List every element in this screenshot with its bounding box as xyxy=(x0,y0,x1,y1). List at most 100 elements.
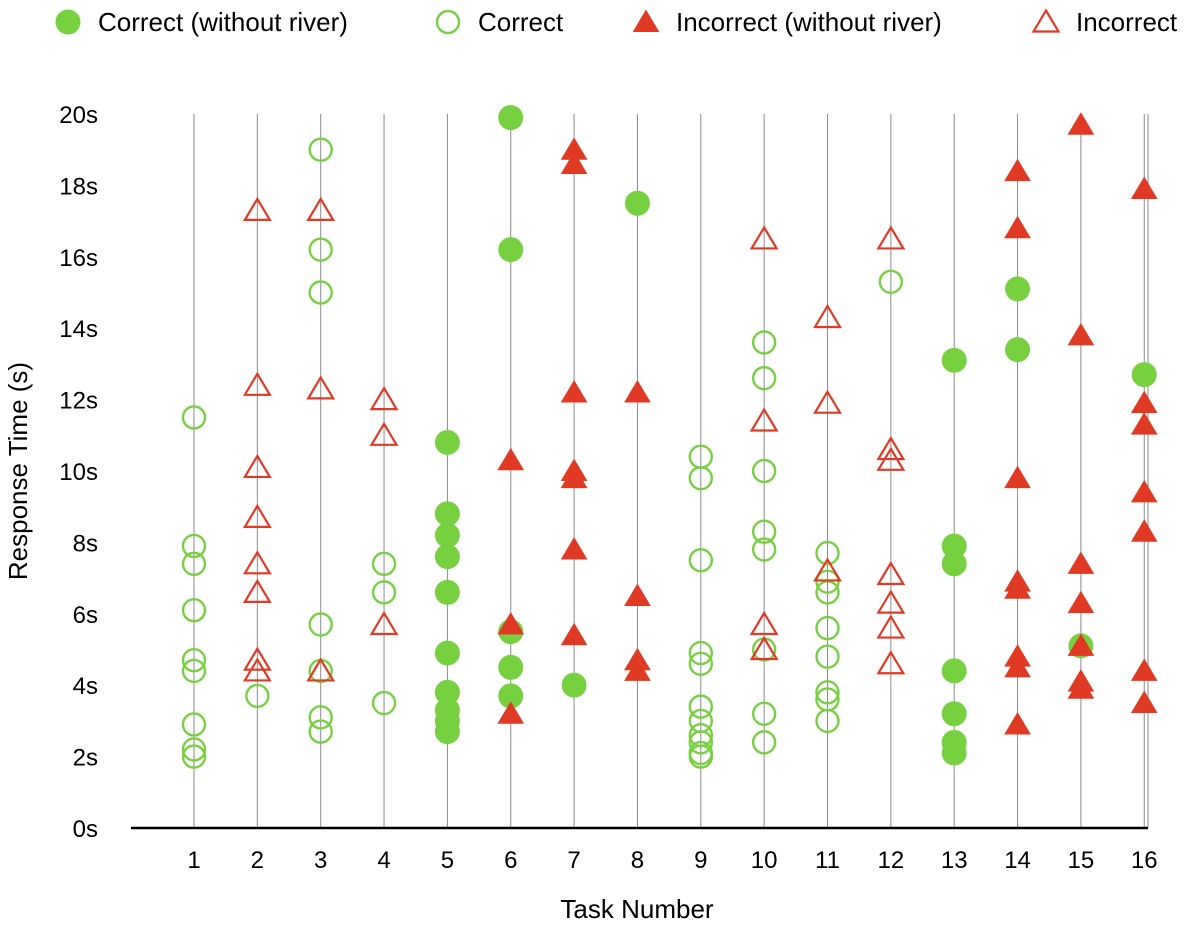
hollow-circle-point xyxy=(308,280,333,305)
hollow-circle-point xyxy=(751,730,777,755)
hollow-circle-point xyxy=(371,690,397,716)
filled-triangle-point xyxy=(1067,676,1095,699)
legend-hollow-triangle-icon xyxy=(1031,8,1061,33)
x-tick-label: 11 xyxy=(815,847,840,874)
filled-triangle-point xyxy=(1004,215,1031,239)
legend-filled-triangle-icon xyxy=(632,9,660,32)
hollow-triangle-point xyxy=(242,578,272,603)
hollow-triangle-point xyxy=(749,610,779,636)
filled-circle-point xyxy=(434,544,460,570)
filled-triangle-point xyxy=(624,379,651,403)
hollow-triangle-point xyxy=(876,589,906,614)
hollow-triangle-point xyxy=(749,407,779,432)
hollow-triangle-point xyxy=(369,610,399,636)
filled-triangle-point xyxy=(1004,711,1031,735)
filled-circle-point xyxy=(941,551,967,577)
hollow-triangle-point xyxy=(242,550,272,575)
hollow-circle-point xyxy=(815,708,840,734)
legend-hollow-circle-icon xyxy=(435,9,461,35)
x-tick-label: 7 xyxy=(567,847,580,874)
series-0 xyxy=(434,105,1157,766)
filled-circle-point xyxy=(941,658,967,684)
filled-triangle-point xyxy=(497,701,525,724)
hollow-circle-point xyxy=(815,569,840,594)
x-tick-label: 12 xyxy=(877,847,904,874)
hollow-triangle-point xyxy=(306,657,336,682)
hollow-triangle-point xyxy=(876,560,906,586)
hollow-circle-point xyxy=(688,640,713,666)
y-tick-label: 12s xyxy=(59,388,98,415)
x-tick-label: 8 xyxy=(631,847,644,874)
hollow-circle-point xyxy=(688,548,713,573)
filled-circle-point xyxy=(434,522,460,548)
hollow-triangle-point xyxy=(876,614,906,639)
hollow-circle-point xyxy=(751,458,777,484)
filled-circle-point xyxy=(1005,276,1031,302)
hollow-circle-point xyxy=(181,712,207,737)
hollow-triangle-point xyxy=(369,421,399,446)
y-tick-label: 20s xyxy=(59,102,98,129)
hollow-triangle-point xyxy=(876,650,906,675)
filled-triangle-point xyxy=(1004,158,1031,182)
hollow-circle-point xyxy=(751,701,777,726)
x-tick-label: 3 xyxy=(314,847,327,874)
y-tick-label: 0s xyxy=(73,816,98,843)
hollow-circle-point xyxy=(751,519,777,544)
x-tick-label: 1 xyxy=(187,847,200,874)
filled-circle-point xyxy=(1005,337,1031,363)
hollow-circle-point xyxy=(878,269,904,294)
filled-triangle-point xyxy=(1130,690,1158,714)
hollow-circle-point xyxy=(815,540,840,566)
x-tick-label: 2 xyxy=(251,847,264,874)
x-tick-label: 14 xyxy=(1004,847,1031,874)
hollow-circle-point xyxy=(688,730,713,755)
series-3 xyxy=(242,196,906,682)
filled-circle-point xyxy=(941,701,967,727)
legend-item: Correct xyxy=(435,7,564,37)
hollow-circle-point xyxy=(815,615,840,641)
filled-triangle-point xyxy=(1067,322,1095,346)
filled-triangle-point xyxy=(1004,465,1031,489)
x-tick-label: 16 xyxy=(1131,847,1158,874)
hollow-triangle-point xyxy=(876,225,906,250)
hollow-circle-point xyxy=(308,612,333,637)
hollow-circle-point xyxy=(371,580,397,605)
filled-triangle-point xyxy=(624,658,651,681)
x-tick-labels: 1 2 3 4 5 6 7 8 9 10 11 12 13 14 15 16 xyxy=(187,847,1157,874)
filled-circle-point xyxy=(434,579,460,605)
hollow-circle-point xyxy=(688,465,713,491)
y-tick-label: 14s xyxy=(59,316,98,343)
hollow-triangle-point xyxy=(242,196,272,221)
filled-triangle-point xyxy=(560,537,588,560)
hollow-triangle-point xyxy=(306,196,336,221)
hollow-circle-point xyxy=(181,737,207,762)
vertical-gridlines xyxy=(193,114,1149,828)
series-1 xyxy=(181,137,904,769)
hollow-circle-point xyxy=(308,705,333,730)
hollow-circle-point xyxy=(308,719,333,744)
filled-triangle-point xyxy=(1067,590,1095,614)
y-tick-labels: 0s 2s 4s 6s 8s 10s 12s 14s 16s 18s 20s xyxy=(59,102,98,843)
filled-circle-point xyxy=(434,640,460,666)
filled-circle-point xyxy=(498,654,524,680)
data-points xyxy=(181,105,1158,769)
filled-triangle-point xyxy=(1004,576,1031,599)
legend-item: Correct (without river) xyxy=(55,7,348,37)
filled-circle-point xyxy=(498,105,524,131)
filled-circle-point xyxy=(561,672,587,698)
hollow-circle-point xyxy=(688,694,713,719)
hollow-circle-point xyxy=(308,137,333,162)
filled-triangle-point xyxy=(1130,412,1158,435)
filled-circle-point xyxy=(624,190,650,216)
hollow-circle-point xyxy=(181,658,207,684)
y-tick-label: 4s xyxy=(73,673,98,700)
x-tick-label: 15 xyxy=(1068,847,1095,874)
hollow-circle-point xyxy=(181,598,207,623)
filled-triangle-point xyxy=(1130,658,1158,681)
filled-triangle-point xyxy=(1067,633,1095,656)
hollow-circle-point xyxy=(751,365,777,391)
x-tick-label: 10 xyxy=(751,847,778,874)
filled-triangle-point xyxy=(1130,176,1158,199)
x-tick-label: 5 xyxy=(441,847,454,874)
